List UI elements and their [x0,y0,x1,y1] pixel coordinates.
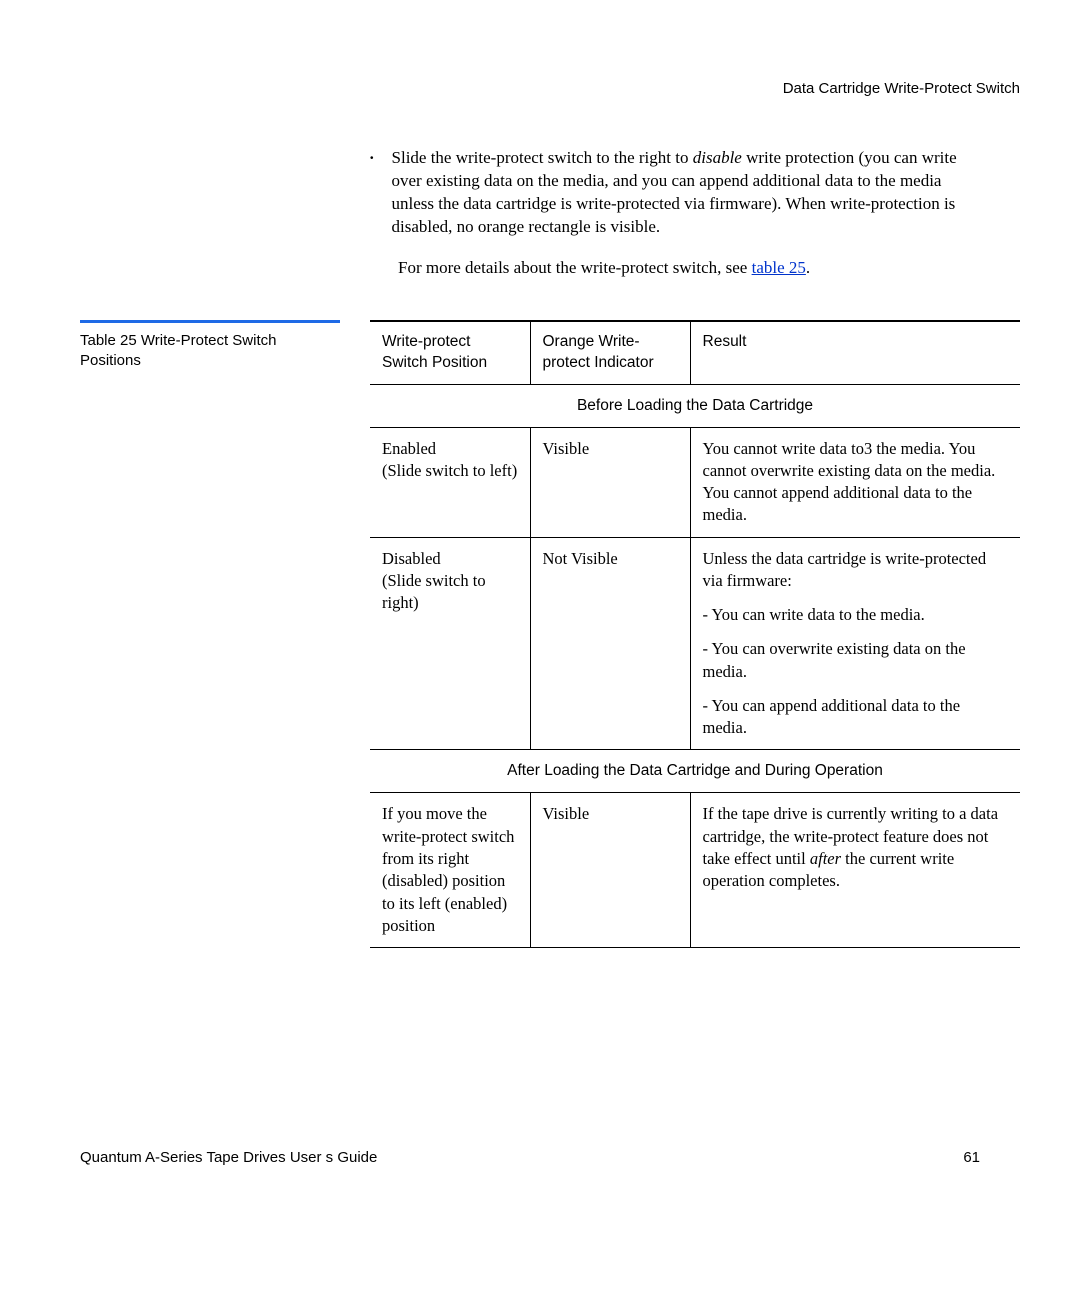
table-header-indicator: Orange Write-protect Indicator [530,321,690,384]
bullet-emph: disable [693,148,742,167]
ind-visible-2: Visible [530,793,690,948]
followup-pre: For more details about the write-protect… [398,258,752,277]
bullet-text: Slide the write-protect switch to the ri… [392,147,970,239]
bullet-marker: • [370,147,374,239]
pos-move: If you move the write-protect switch fro… [370,793,530,948]
pos-enabled-sub: (Slide switch to left) [382,461,517,480]
res-enabled: You cannot write data to3 the media. You… [690,427,1020,537]
res-move-em: after [810,849,841,868]
table-header-result: Result [690,321,1020,384]
res-p3: - You can overwrite existing data on the… [703,638,1009,683]
table-caption: Table 25 Write-Protect Switch Positions [80,320,340,948]
pos-disabled-sub: (Slide switch to right) [382,571,486,612]
res-p4: - You can append additional data to the … [703,695,1009,740]
pos-disabled-title: Disabled [382,549,441,568]
table-link[interactable]: table 25 [752,258,806,277]
bullet-item: • Slide the write-protect switch to the … [370,147,970,239]
bullet-pre: Slide the write-protect switch to the ri… [392,148,693,167]
res-disabled: Unless the data cartridge is write-prote… [690,537,1020,750]
ind-visible: Visible [530,427,690,537]
table-row: Disabled (Slide switch to right) [370,537,530,750]
footer-doc-title: Quantum A-Series Tape Drives User s Guid… [80,1149,377,1166]
write-protect-table: Write-protect Switch Position Orange Wri… [370,320,1020,948]
res-p1: Unless the data cartridge is write-prote… [703,548,1009,593]
table-header-position: Write-protect Switch Position [370,321,530,384]
footer-page-number: 61 [963,1149,980,1166]
table-section-before: Before Loading the Data Cartridge [370,384,1020,427]
table-section-after: After Loading the Data Cartridge and Dur… [370,750,1020,793]
section-header: Data Cartridge Write-Protect Switch [80,80,1020,97]
res-p2: - You can write data to the media. [703,604,1009,626]
followup-paragraph: For more details about the write-protect… [398,257,970,280]
table-row: Enabled (Slide switch to left) [370,427,530,537]
followup-post: . [806,258,810,277]
pos-enabled-title: Enabled [382,439,436,458]
res-move: If the tape drive is currently writing t… [690,793,1020,948]
ind-not-visible: Not Visible [530,537,690,750]
